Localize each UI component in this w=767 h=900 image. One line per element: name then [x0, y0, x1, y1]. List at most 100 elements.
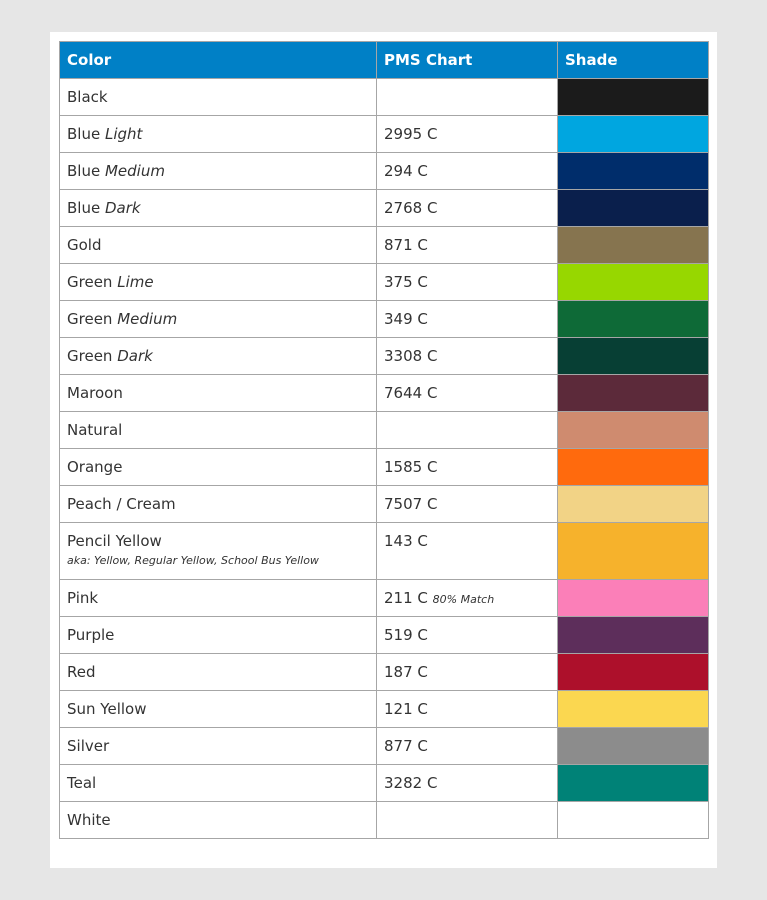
pms-note: 80% Match — [432, 593, 495, 606]
table-row: Silver 877 C — [59, 727, 709, 765]
color-name: Orange — [67, 458, 123, 476]
color-qualifier: Light — [104, 125, 143, 143]
pms-cell: 1585 C — [376, 448, 558, 486]
shade-swatch — [557, 152, 709, 190]
shade-swatch — [557, 522, 709, 580]
shade-swatch — [557, 189, 709, 227]
pms-code: 877 C — [384, 737, 428, 755]
table-row: Sun Yellow 121 C — [59, 690, 709, 728]
shade-swatch — [557, 727, 709, 765]
color-cell: Red — [59, 653, 377, 691]
color-qualifier: Lime — [117, 273, 154, 291]
pms-cell: 3282 C — [376, 764, 558, 802]
color-name: Gold — [67, 236, 102, 254]
pms-code: 2768 C — [384, 199, 438, 217]
pms-cell: 877 C — [376, 727, 558, 765]
table-row: Teal 3282 C — [59, 764, 709, 802]
shade-swatch — [557, 690, 709, 728]
table-row: Blue Dark 2768 C — [59, 189, 709, 227]
color-cell: Green Medium — [59, 300, 377, 338]
color-name: Purple — [67, 626, 115, 644]
pms-cell: 871 C — [376, 226, 558, 264]
pms-cell: 143 C — [376, 522, 558, 580]
color-name: Green — [67, 347, 113, 365]
table-header-row: Color PMS Chart Shade — [59, 41, 709, 79]
color-cell: Sun Yellow — [59, 690, 377, 728]
pms-code: 871 C — [384, 236, 428, 254]
shade-swatch — [557, 300, 709, 338]
table-row: White — [59, 801, 709, 839]
pms-code: 3282 C — [384, 774, 438, 792]
shade-swatch — [557, 579, 709, 617]
pms-cell: 121 C — [376, 690, 558, 728]
pms-code: 375 C — [384, 273, 428, 291]
color-cell: Orange — [59, 448, 377, 486]
pms-code: 143 C — [384, 532, 428, 550]
color-name: Blue — [67, 125, 101, 143]
color-qualifier: Medium — [117, 310, 178, 328]
table-row: Red 187 C — [59, 653, 709, 691]
table-row: Orange 1585 C — [59, 448, 709, 486]
color-cell: Silver — [59, 727, 377, 765]
color-cell: Green Lime — [59, 263, 377, 301]
color-name: Peach / Cream — [67, 495, 176, 513]
pms-code: 121 C — [384, 700, 428, 718]
color-name: Teal — [67, 774, 97, 792]
color-cell: Green Dark — [59, 337, 377, 375]
color-cell: Gold — [59, 226, 377, 264]
pms-code: 519 C — [384, 626, 428, 644]
pms-cell: 349 C — [376, 300, 558, 338]
color-name: Maroon — [67, 384, 123, 402]
pms-cell: 3308 C — [376, 337, 558, 375]
pms-cell: 2768 C — [376, 189, 558, 227]
pms-code: 211 C — [384, 589, 428, 607]
shade-swatch — [557, 411, 709, 449]
table-row: Black — [59, 78, 709, 116]
color-name: White — [67, 811, 111, 829]
table-row: Pink 211 C 80% Match — [59, 579, 709, 617]
color-name: Pink — [67, 589, 99, 607]
table-row: Pencil Yellow aka: Yellow, Regular Yellow… — [59, 522, 709, 580]
pms-code: 2995 C — [384, 125, 438, 143]
pms-cell: 294 C — [376, 152, 558, 190]
table-row: Peach / Cream 7507 C — [59, 485, 709, 523]
pms-cell — [376, 78, 558, 116]
color-name: Green — [67, 310, 113, 328]
color-cell: Maroon — [59, 374, 377, 412]
table-row: Green Lime 375 C — [59, 263, 709, 301]
color-cell: Blue Light — [59, 115, 377, 153]
table-row: Purple 519 C — [59, 616, 709, 654]
table-row: Gold 871 C — [59, 226, 709, 264]
table-row: Natural — [59, 411, 709, 449]
color-cell: Blue Medium — [59, 152, 377, 190]
shade-swatch — [557, 78, 709, 116]
table-row: Blue Light 2995 C — [59, 115, 709, 153]
pms-cell: 7507 C — [376, 485, 558, 523]
color-name: Blue — [67, 199, 101, 217]
shade-swatch — [557, 653, 709, 691]
color-cell: Natural — [59, 411, 377, 449]
pms-code: 3308 C — [384, 347, 438, 365]
color-name: Silver — [67, 737, 110, 755]
shade-swatch — [557, 485, 709, 523]
shade-swatch — [557, 448, 709, 486]
color-name: Blue — [67, 162, 101, 180]
pms-cell — [376, 411, 558, 449]
color-name: Green — [67, 273, 113, 291]
shade-swatch — [557, 764, 709, 802]
header-shade: Shade — [557, 41, 709, 79]
table-row: Maroon 7644 C — [59, 374, 709, 412]
pms-cell — [376, 801, 558, 839]
pms-code: 349 C — [384, 310, 428, 328]
color-cell: Peach / Cream — [59, 485, 377, 523]
color-name: Red — [67, 663, 96, 681]
color-cell: Teal — [59, 764, 377, 802]
table-row: Green Medium 349 C — [59, 300, 709, 338]
color-qualifier: Dark — [117, 347, 153, 365]
color-cell: Pink — [59, 579, 377, 617]
shade-swatch — [557, 616, 709, 654]
color-cell: Pencil Yellow aka: Yellow, Regular Yellow… — [59, 522, 377, 580]
pms-code: 294 C — [384, 162, 428, 180]
color-cell: Purple — [59, 616, 377, 654]
shade-swatch — [557, 115, 709, 153]
